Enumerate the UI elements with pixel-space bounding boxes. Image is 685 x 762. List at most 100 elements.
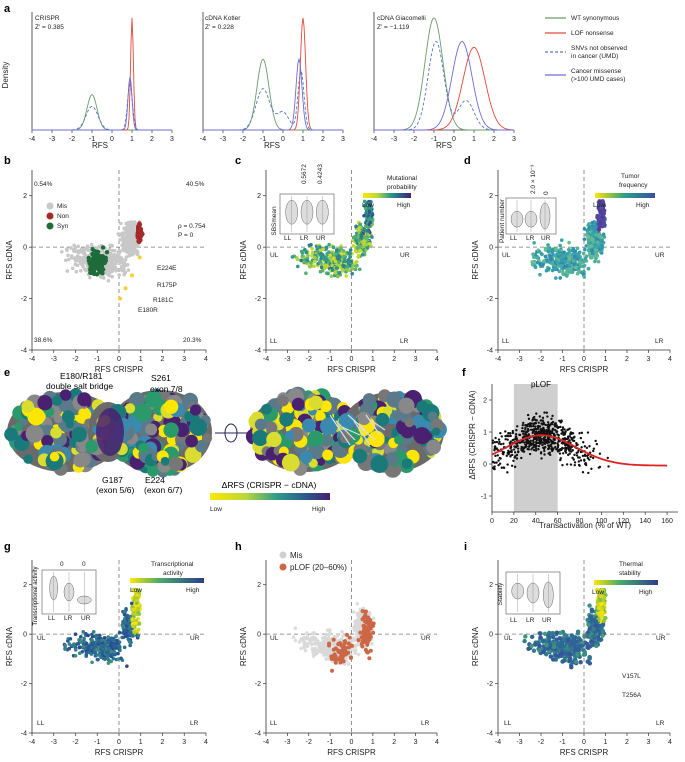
data-point bbox=[555, 260, 560, 265]
tick-label: -3 bbox=[49, 136, 55, 143]
tick-label: -2 bbox=[72, 356, 78, 363]
curve-wt bbox=[203, 58, 343, 131]
data-point bbox=[63, 643, 67, 648]
data-point bbox=[493, 445, 497, 449]
data-point bbox=[540, 264, 545, 268]
data-point bbox=[498, 456, 502, 460]
data-point bbox=[532, 424, 535, 428]
tick-label: -2 bbox=[21, 296, 27, 303]
data-point bbox=[533, 422, 536, 425]
panel-c-inset-ylabel: SBSmean bbox=[271, 206, 278, 236]
data-point bbox=[111, 638, 116, 643]
data-point bbox=[581, 454, 585, 458]
tick-label: -2 bbox=[538, 356, 544, 363]
data-point bbox=[354, 249, 358, 254]
mis-point bbox=[65, 269, 70, 273]
mis-point bbox=[354, 623, 359, 627]
panel-d-pval2: 0 bbox=[543, 191, 550, 195]
panel-d-pval1: 2.0 × 10⁻³ bbox=[530, 164, 537, 194]
panel-a-sub3-z: Z' = −1.119 bbox=[377, 24, 410, 31]
data-point bbox=[507, 431, 510, 435]
tick-label: 3 bbox=[414, 739, 418, 746]
panel-c-low: Low bbox=[362, 202, 374, 209]
mis-point bbox=[124, 225, 129, 230]
data-point bbox=[300, 254, 305, 259]
mis-point bbox=[107, 247, 112, 251]
panel-a-legend: WT synonymous LOF nonsense SNVs not obse… bbox=[545, 15, 627, 83]
data-point bbox=[310, 250, 315, 255]
data-point bbox=[547, 445, 551, 448]
mis-point bbox=[320, 650, 325, 655]
data-point bbox=[497, 438, 501, 441]
data-point bbox=[514, 432, 518, 436]
data-point bbox=[131, 624, 135, 629]
data-point bbox=[530, 448, 533, 451]
data-point bbox=[547, 425, 550, 428]
data-point bbox=[534, 440, 538, 444]
tick-label: 1 bbox=[139, 739, 143, 746]
tick-label: 4 bbox=[435, 356, 439, 363]
data-point bbox=[596, 259, 601, 264]
data-point bbox=[539, 451, 543, 454]
panel-a-label: a bbox=[4, 3, 11, 15]
data-point bbox=[541, 259, 546, 263]
tick-label: 2 bbox=[257, 582, 261, 589]
tick-label: -3 bbox=[284, 739, 290, 746]
data-point bbox=[506, 471, 509, 474]
data-point bbox=[538, 415, 542, 418]
data-point bbox=[327, 242, 331, 247]
data-point bbox=[565, 252, 570, 256]
mis-point bbox=[312, 637, 317, 642]
tick-label: -2 bbox=[487, 296, 493, 303]
data-point bbox=[586, 431, 590, 434]
data-point bbox=[348, 251, 353, 256]
data-point bbox=[491, 460, 495, 464]
curve-snv bbox=[203, 69, 343, 131]
data-point bbox=[494, 454, 497, 458]
data-point bbox=[583, 462, 587, 466]
data-point bbox=[87, 650, 92, 655]
mis-point bbox=[134, 248, 138, 253]
mis-point bbox=[113, 265, 118, 270]
data-point bbox=[546, 441, 549, 445]
data-point bbox=[595, 254, 599, 258]
panel-d-ur: UR bbox=[655, 252, 665, 259]
surface-patch bbox=[254, 418, 267, 431]
plof-point bbox=[371, 630, 376, 635]
data-point bbox=[357, 249, 362, 254]
data-point bbox=[559, 457, 562, 460]
mis-point bbox=[312, 631, 316, 635]
mis-point bbox=[356, 652, 361, 657]
data-point bbox=[550, 250, 554, 254]
tick-label: 1 bbox=[371, 739, 375, 746]
data-point bbox=[533, 265, 538, 269]
legend-non-dot bbox=[46, 212, 54, 220]
data-point bbox=[491, 439, 495, 442]
data-point bbox=[528, 423, 532, 427]
tick-label: -4 bbox=[21, 731, 27, 738]
mis-point bbox=[128, 233, 133, 238]
data-point bbox=[325, 271, 330, 276]
data-point bbox=[588, 445, 591, 448]
mis-point bbox=[305, 631, 309, 635]
mis-point bbox=[101, 274, 105, 279]
data-point bbox=[516, 425, 519, 428]
mis-point bbox=[89, 242, 94, 247]
data-point bbox=[553, 438, 556, 442]
panel-a-ylabel: Density bbox=[1, 62, 10, 89]
tick-label: 0 bbox=[582, 356, 586, 363]
data-point bbox=[587, 239, 591, 243]
mis-point bbox=[106, 278, 111, 283]
tick-label: 0 bbox=[489, 245, 493, 252]
non-point bbox=[135, 235, 140, 240]
surface-patch bbox=[23, 454, 33, 464]
mis-point bbox=[129, 237, 133, 241]
data-point bbox=[319, 265, 324, 270]
surface-patch bbox=[138, 442, 149, 454]
tick-label: 2 bbox=[161, 356, 165, 363]
data-point bbox=[561, 430, 564, 434]
mis-point bbox=[66, 257, 71, 262]
panel-b-pct-ur: 40.5% bbox=[186, 181, 205, 188]
data-point bbox=[546, 415, 549, 418]
data-point bbox=[526, 447, 529, 451]
